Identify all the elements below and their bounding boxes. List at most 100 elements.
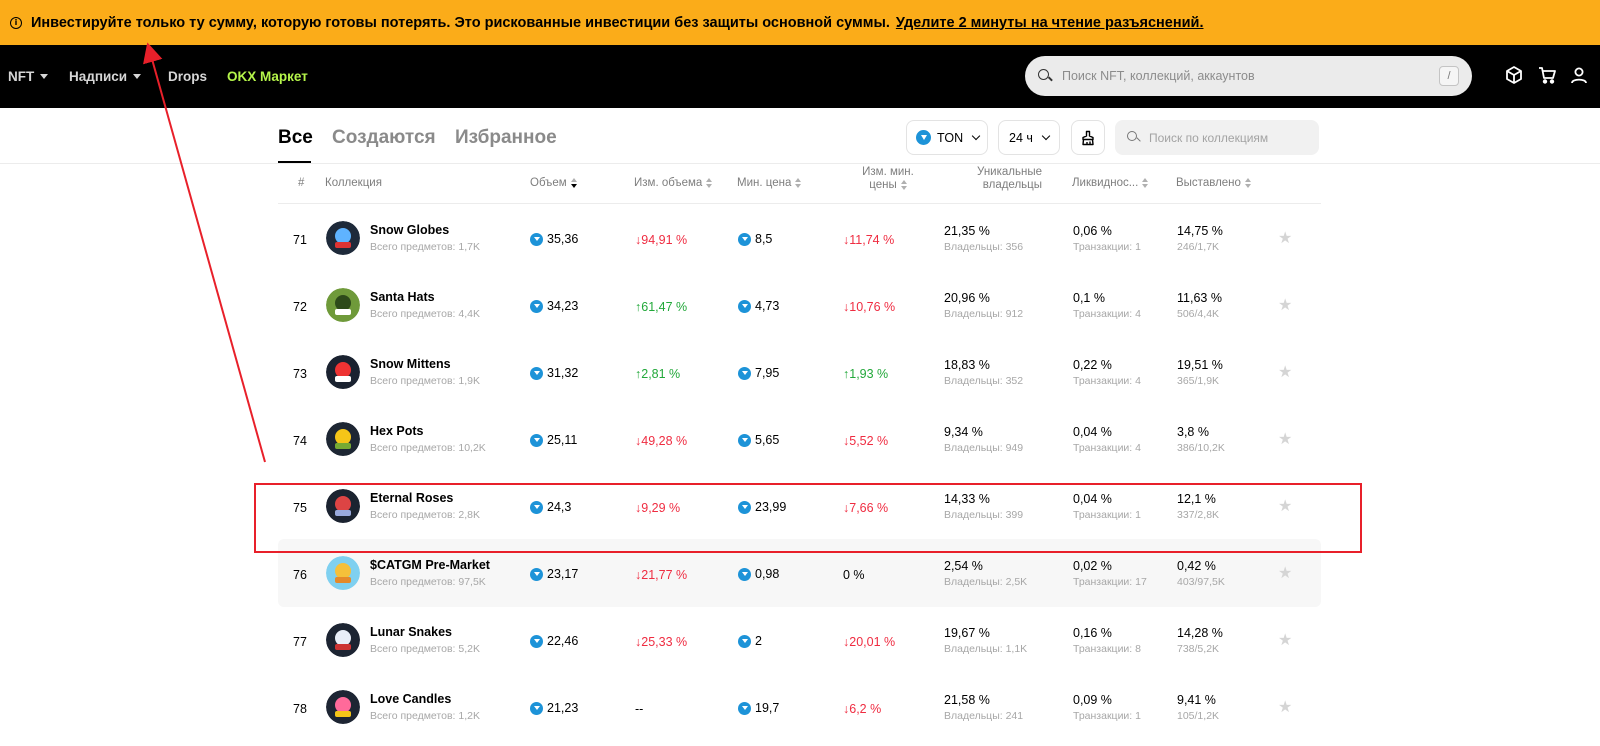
collection-search[interactable] xyxy=(1115,120,1319,155)
min-price-amount: 7,95 xyxy=(755,366,780,380)
liquidity-percent: 0,22 % xyxy=(1073,358,1112,372)
header-liquidity[interactable]: Ликвиднос... xyxy=(1072,177,1149,190)
min-price-change: ↓20,01 % xyxy=(843,635,896,649)
listed-count: 365/1,9K xyxy=(1177,375,1220,387)
volume-amount: 21,23 xyxy=(547,701,579,715)
caret-down-icon xyxy=(40,74,49,79)
ton-icon xyxy=(530,299,543,313)
volume-amount: 31,32 xyxy=(547,366,579,380)
owners-percent: 20,96 % xyxy=(944,291,990,305)
clear-filters-button[interactable] xyxy=(1071,120,1105,155)
star-icon[interactable]: ★ xyxy=(1278,295,1293,314)
owners-count: Владельцы: 912 xyxy=(944,308,1024,320)
collection-total-items: Всего предметов: 1,9K xyxy=(370,375,480,387)
owners-count: Владельцы: 949 xyxy=(944,442,1024,454)
table-row[interactable]: 75 Eternal Roses Всего предметов: 2,8K 2… xyxy=(278,472,1321,540)
collection-avatar[interactable] xyxy=(326,690,360,724)
collection-name[interactable]: $CATGM Pre-Market xyxy=(370,558,490,572)
collection-name[interactable]: Eternal Roses xyxy=(370,491,454,505)
ton-icon xyxy=(530,366,543,380)
min-price-amount: 5,65 xyxy=(755,433,780,447)
sort-icon xyxy=(795,177,802,188)
owners-percent: 2,54 % xyxy=(944,559,983,573)
ton-icon xyxy=(738,433,751,447)
star-icon[interactable]: ★ xyxy=(1278,228,1293,247)
period-select[interactable]: 24 ч xyxy=(998,120,1060,155)
collection-avatar[interactable] xyxy=(326,556,360,590)
listed-count: 506/4,4K xyxy=(1177,308,1220,320)
tab-all[interactable]: Все xyxy=(278,127,313,148)
listed-count: 738/5,2K xyxy=(1177,643,1220,655)
volume-change: ↑61,47 % xyxy=(635,300,688,314)
header-volume[interactable]: Объем xyxy=(530,177,577,190)
collection-search-input[interactable] xyxy=(1149,130,1309,145)
nav-inscriptions-menu[interactable]: Надписи xyxy=(69,69,142,84)
row-rank: 73 xyxy=(293,367,307,381)
global-search-input[interactable] xyxy=(1062,69,1422,83)
volume-amount: 35,36 xyxy=(547,232,579,246)
collection-avatar[interactable] xyxy=(326,221,360,255)
volume-change: ↑2,81 % xyxy=(635,367,681,381)
header-volume-change[interactable]: Изм. объема xyxy=(634,177,713,190)
table-row[interactable]: 74 Hex Pots Всего предметов: 10,2K 25,11… xyxy=(278,405,1321,473)
collection-avatar[interactable] xyxy=(326,422,360,456)
collection-avatar[interactable] xyxy=(326,623,360,657)
table-row[interactable]: 71 Snow Globes Всего предметов: 1,7K 35,… xyxy=(278,204,1321,272)
volume-change: ↓49,28 % xyxy=(635,434,688,448)
cart-icon[interactable] xyxy=(1536,64,1558,86)
collection-avatar[interactable] xyxy=(326,288,360,322)
liquidity-percent: 0,04 % xyxy=(1073,492,1112,506)
collection-name[interactable]: Snow Mittens xyxy=(370,357,451,371)
header-min-price-change[interactable]: Изм. мин. цены xyxy=(848,166,928,192)
collection-avatar[interactable] xyxy=(326,355,360,389)
volume-value: 21,23 xyxy=(530,701,578,715)
star-icon[interactable]: ★ xyxy=(1278,362,1293,381)
volume-amount: 34,23 xyxy=(547,299,579,313)
tab-creating[interactable]: Создаются xyxy=(332,127,436,148)
table-row[interactable]: 72 Santa Hats Всего предметов: 4,4K 34,2… xyxy=(278,271,1321,339)
liquidity-percent: 0,02 % xyxy=(1073,559,1112,573)
collection-name[interactable]: Hex Pots xyxy=(370,424,424,438)
header-min-price[interactable]: Мин. цена xyxy=(737,177,802,190)
collection-name[interactable]: Santa Hats xyxy=(370,290,435,304)
tabs-bar: Все Создаются Избранное TON 24 ч xyxy=(0,108,1600,164)
owners-count: Владельцы: 356 xyxy=(944,241,1024,253)
ton-icon xyxy=(916,130,931,145)
star-icon[interactable]: ★ xyxy=(1278,496,1293,515)
star-icon[interactable]: ★ xyxy=(1278,563,1293,582)
min-price-change: ↓7,66 % xyxy=(843,501,889,515)
collection-name[interactable]: Love Candles xyxy=(370,692,452,706)
star-icon[interactable]: ★ xyxy=(1278,697,1293,716)
owners-percent: 19,67 % xyxy=(944,626,990,640)
volume-change: ↓21,77 % xyxy=(635,568,688,582)
table-row[interactable]: 76 $CATGM Pre-Market Всего предметов: 97… xyxy=(278,539,1321,607)
collection-name[interactable]: Lunar Snakes xyxy=(370,625,452,639)
nav-okx-market-link[interactable]: OKX Маркет xyxy=(227,69,308,84)
currency-select[interactable]: TON xyxy=(906,120,988,155)
nav-nft-label: NFT xyxy=(8,69,35,84)
global-search[interactable]: / xyxy=(1025,56,1472,96)
collection-total-items: Всего предметов: 2,8K xyxy=(370,509,480,521)
volume-amount: 23,17 xyxy=(547,567,579,581)
table-row[interactable]: 78 Love Candles Всего предметов: 1,2K 21… xyxy=(278,673,1321,741)
table-row[interactable]: 77 Lunar Snakes Всего предметов: 5,2K 22… xyxy=(278,606,1321,674)
listed-count: 246/1,7K xyxy=(1177,241,1220,253)
star-icon[interactable]: ★ xyxy=(1278,429,1293,448)
nav-drops-link[interactable]: Drops xyxy=(168,69,208,84)
row-rank: 75 xyxy=(293,501,307,515)
nav-nft-menu[interactable]: NFT xyxy=(8,69,49,84)
liquidity-percent: 0,06 % xyxy=(1073,224,1112,238)
header-listed[interactable]: Выставлено xyxy=(1176,177,1251,190)
header-min-price-change-label: Изм. мин. цены xyxy=(862,166,914,191)
owners-percent: 14,33 % xyxy=(944,492,990,506)
collection-name[interactable]: Snow Globes xyxy=(370,223,450,237)
listed-percent: 9,41 % xyxy=(1177,693,1216,707)
collection-total-items: Всего предметов: 5,2K xyxy=(370,643,480,655)
star-icon[interactable]: ★ xyxy=(1278,630,1293,649)
banner-link[interactable]: Уделите 2 минуты на чтение разъяснений. xyxy=(895,14,1204,31)
tab-favorites[interactable]: Избранное xyxy=(455,127,557,148)
table-row[interactable]: 73 Snow Mittens Всего предметов: 1,9K 31… xyxy=(278,338,1321,406)
collection-avatar[interactable] xyxy=(326,489,360,523)
box-icon[interactable] xyxy=(1503,64,1525,86)
user-icon[interactable] xyxy=(1568,64,1590,86)
